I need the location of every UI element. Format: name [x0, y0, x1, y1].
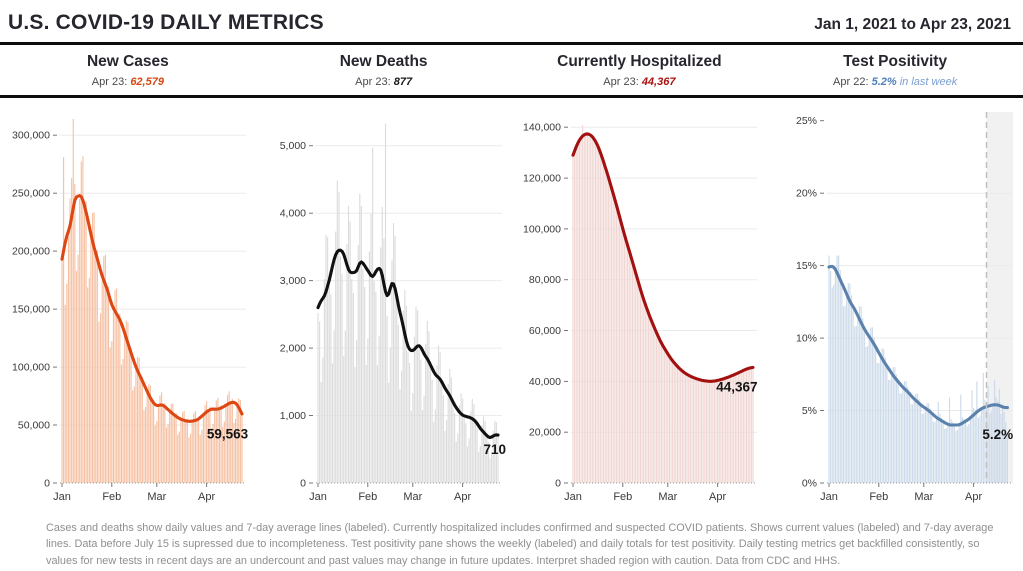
- panel-head-test-positivity: Test Positivity Apr 22: 5.2% in last wee…: [767, 53, 1023, 88]
- svg-text:Jan: Jan: [565, 491, 583, 503]
- svg-text:2,000: 2,000: [279, 343, 305, 355]
- svg-text:710: 710: [483, 442, 506, 457]
- footnote: Cases and deaths show daily values and 7…: [46, 522, 994, 567]
- svg-text:120,000: 120,000: [523, 173, 561, 185]
- test-positivity-panel: 0% 5% 10% 15% 20% 25% Jan Feb Mar Apr 5.2%: [767, 98, 1023, 515]
- svg-text:5,000: 5,000: [279, 140, 305, 152]
- new-deaths-panel: 0 1,000 2,000 3,000 4,000 5,000 Jan Feb Mar Apr 71…: [256, 98, 512, 515]
- panel-subtitle: Apr 23: 877: [256, 76, 512, 88]
- svg-text:50,000: 50,000: [18, 420, 50, 432]
- test-positivity-chart: 0% 5% 10% 15% 20% 25% Jan Feb Mar Apr 5.2%: [796, 112, 1014, 503]
- svg-text:59,563: 59,563: [207, 426, 249, 441]
- panel-head-new-deaths: New Deaths Apr 23: 877: [256, 53, 512, 88]
- svg-text:Mar: Mar: [403, 491, 422, 503]
- svg-text:20%: 20%: [796, 188, 817, 200]
- svg-text:1,000: 1,000: [279, 410, 305, 422]
- panel-head-currently-hospitalized: Currently Hospitalized Apr 23: 44,367: [512, 53, 768, 88]
- svg-text:Apr: Apr: [454, 491, 471, 503]
- svg-text:10%: 10%: [796, 333, 817, 345]
- svg-text:Jan: Jan: [309, 491, 327, 503]
- svg-text:25%: 25%: [796, 115, 817, 127]
- currently-hospitalized-chart: 0 20,000 40,000 60,000 80,000 100,000 120,000 1…: [523, 122, 758, 503]
- panel-title: New Deaths: [339, 53, 428, 70]
- svg-text:Mar: Mar: [914, 491, 933, 503]
- svg-text:100,000: 100,000: [523, 223, 561, 235]
- svg-text:150,000: 150,000: [12, 304, 50, 316]
- new-cases-chart: 0 50,000 100,000 150,000 200,000 250,000 300,0…: [12, 119, 249, 503]
- date-range-label: Jan 1, 2021 to Apr 23, 2021: [814, 16, 1011, 33]
- panel-title: Test Positivity: [843, 53, 948, 70]
- panel-head-new-cases: New Cases Apr 23: 62,579: [0, 53, 256, 88]
- svg-text:Feb: Feb: [614, 491, 633, 503]
- svg-text:40,000: 40,000: [529, 376, 561, 388]
- svg-text:5%: 5%: [802, 405, 817, 417]
- svg-text:0%: 0%: [802, 478, 817, 490]
- svg-text:250,000: 250,000: [12, 188, 50, 200]
- subtitle-suffix: in last week: [899, 76, 958, 88]
- svg-text:60,000: 60,000: [529, 325, 561, 337]
- subtitle-value: 62,579: [130, 76, 164, 88]
- svg-text:80,000: 80,000: [529, 274, 561, 286]
- svg-text:5.2%: 5.2%: [983, 427, 1014, 442]
- svg-text:Feb: Feb: [869, 491, 888, 503]
- panel-subtitle: Apr 23: 44,367: [512, 76, 768, 88]
- divider-top: [0, 42, 1023, 45]
- new-deaths-chart: 0 1,000 2,000 3,000 4,000 5,000 Jan Feb Mar Apr 71…: [279, 123, 506, 503]
- svg-text:Apr: Apr: [198, 491, 215, 503]
- panel-title: Currently Hospitalized: [557, 53, 722, 70]
- svg-text:Mar: Mar: [659, 491, 678, 503]
- panel-titles-row: New Cases Apr 23: 62,579 New Deaths Apr …: [0, 45, 1023, 95]
- svg-text:Apr: Apr: [965, 491, 982, 503]
- svg-text:0: 0: [300, 478, 306, 490]
- charts-row: 0 50,000 100,000 150,000 200,000 250,000 300,0…: [0, 98, 1023, 515]
- svg-text:4,000: 4,000: [279, 208, 305, 220]
- svg-text:140,000: 140,000: [523, 122, 561, 134]
- panel-subtitle: Apr 23: 62,579: [0, 76, 256, 88]
- svg-text:15%: 15%: [796, 260, 817, 272]
- divider-charts: [0, 95, 1023, 98]
- svg-text:0: 0: [44, 478, 50, 490]
- svg-text:Mar: Mar: [147, 491, 166, 503]
- svg-text:300,000: 300,000: [12, 130, 50, 142]
- subtitle-date: Apr 23:: [603, 76, 639, 88]
- subtitle-date: Apr 22:: [833, 76, 869, 88]
- svg-text:Jan: Jan: [820, 491, 838, 503]
- subtitle-value: 877: [393, 76, 413, 88]
- svg-text:Apr: Apr: [709, 491, 726, 503]
- panel-title: New Cases: [86, 53, 169, 70]
- currently-hospitalized-panel: 0 20,000 40,000 60,000 80,000 100,000 120,000 1…: [512, 98, 768, 515]
- svg-text:20,000: 20,000: [529, 427, 561, 439]
- svg-text:Feb: Feb: [102, 491, 121, 503]
- subtitle-value: 5.2%: [871, 76, 897, 88]
- svg-text:Jan: Jan: [53, 491, 71, 503]
- subtitle-date: Apr 23:: [355, 76, 391, 88]
- svg-text:100,000: 100,000: [12, 362, 50, 374]
- svg-text:200,000: 200,000: [12, 246, 50, 258]
- panel-subtitle: Apr 22: 5.2% in last week: [767, 76, 1023, 88]
- dashboard-header: U.S. COVID-19 DAILY METRICS Jan 1, 2021 …: [0, 0, 1023, 42]
- subtitle-date: Apr 23:: [91, 76, 128, 88]
- subtitle-value: 44,367: [641, 76, 676, 88]
- page-title: U.S. COVID-19 DAILY METRICS: [8, 11, 324, 34]
- new-cases-panel: 0 50,000 100,000 150,000 200,000 250,000 300,0…: [0, 98, 256, 515]
- dashboard-footer: Cases and deaths show daily values and 7…: [0, 515, 1023, 569]
- svg-text:Feb: Feb: [358, 491, 377, 503]
- svg-text:44,367: 44,367: [717, 380, 758, 395]
- svg-text:3,000: 3,000: [279, 275, 305, 287]
- svg-text:0: 0: [556, 478, 562, 490]
